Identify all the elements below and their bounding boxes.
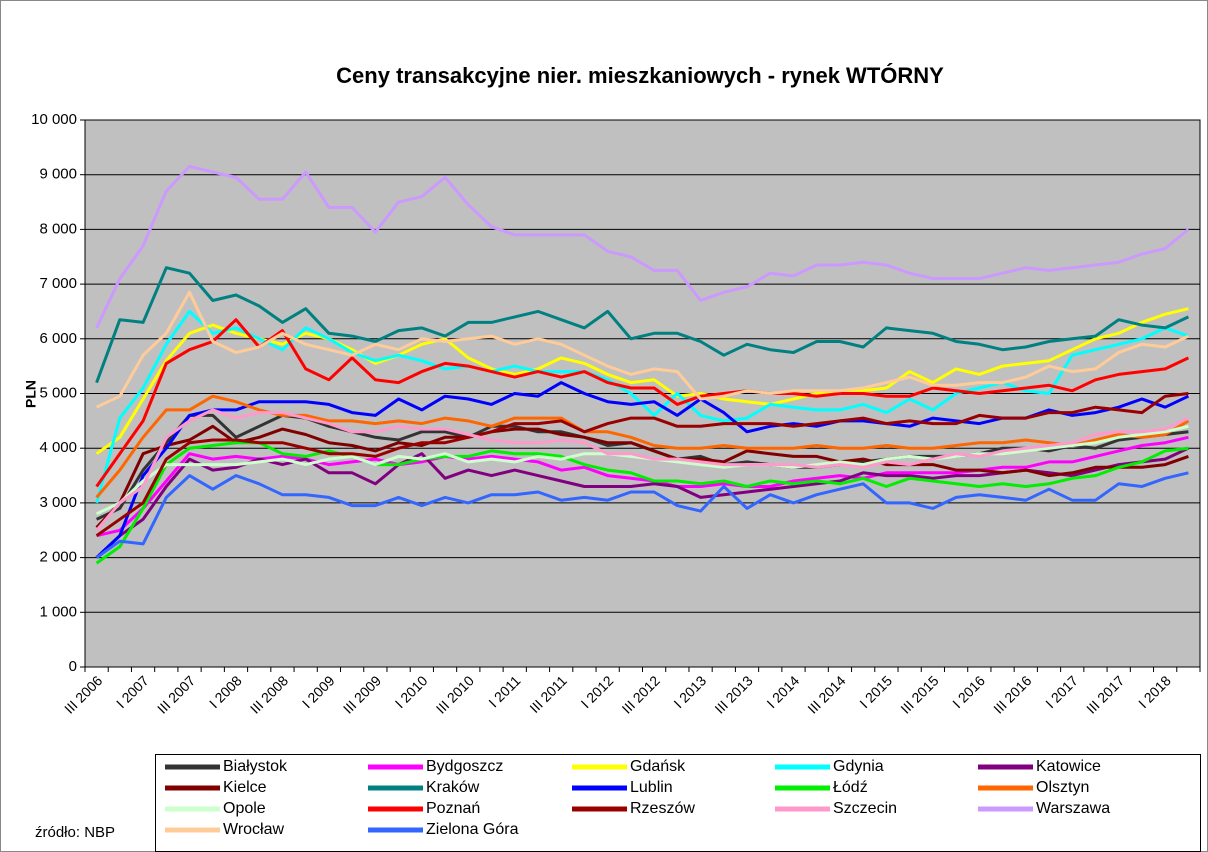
legend-label: Rzeszów bbox=[630, 800, 695, 817]
legend-label: Poznań bbox=[426, 800, 480, 817]
legend-label: Lublin bbox=[630, 779, 673, 796]
legend-label: Olsztyn bbox=[1036, 779, 1089, 796]
y-tick-label: 3 000 bbox=[39, 494, 77, 511]
y-tick-label: 0 bbox=[69, 658, 77, 675]
legend-label: Wrocław bbox=[223, 821, 284, 838]
legend-label: Szczecin bbox=[833, 800, 897, 817]
legend-label: Białystok bbox=[223, 758, 288, 775]
legend-box bbox=[155, 754, 1201, 852]
legend-label: Katowice bbox=[1036, 758, 1101, 775]
series-line bbox=[95, 408, 1190, 532]
series-line bbox=[95, 290, 1190, 409]
legend-label: Zielona Góra bbox=[426, 821, 519, 838]
chart-title: Ceny transakcyjne nier. mieszkaniowych -… bbox=[336, 63, 944, 88]
legend-label: Bydgoszcz bbox=[426, 758, 503, 775]
series-line bbox=[95, 266, 1190, 384]
legend-label: Kraków bbox=[426, 779, 480, 796]
series-line bbox=[95, 424, 1189, 529]
legend-label: Gdynia bbox=[833, 758, 884, 775]
series-line bbox=[95, 471, 1189, 559]
y-axis-label: PLN bbox=[23, 380, 39, 408]
legend-label: Kielce bbox=[223, 779, 267, 796]
series-line bbox=[95, 441, 1189, 565]
y-tick-label: 8 000 bbox=[39, 220, 77, 237]
y-tick-label: 4 000 bbox=[39, 439, 77, 456]
y-tick-label: 1 000 bbox=[39, 603, 77, 620]
y-tick-label: 7 000 bbox=[39, 275, 77, 292]
y-tick-label: 6 000 bbox=[39, 330, 77, 347]
series-line bbox=[95, 165, 1190, 329]
y-tick-label: 5 000 bbox=[39, 384, 77, 401]
legend-label: Opole bbox=[223, 800, 266, 817]
series-line bbox=[95, 318, 1190, 488]
series-line bbox=[95, 394, 1190, 499]
source-note: źródło: NBP bbox=[35, 824, 115, 841]
legend-label: Gdańsk bbox=[630, 758, 686, 775]
series-line bbox=[95, 307, 1189, 455]
y-tick-label: 2 000 bbox=[39, 549, 77, 566]
y-tick-label: 10 000 bbox=[31, 111, 77, 128]
y-tick-label: 9 000 bbox=[39, 166, 77, 183]
legend-label: Warszawa bbox=[1036, 800, 1110, 817]
series-line bbox=[95, 392, 1189, 537]
legend-label: Łódź bbox=[833, 779, 868, 796]
series-line bbox=[96, 435, 1189, 538]
